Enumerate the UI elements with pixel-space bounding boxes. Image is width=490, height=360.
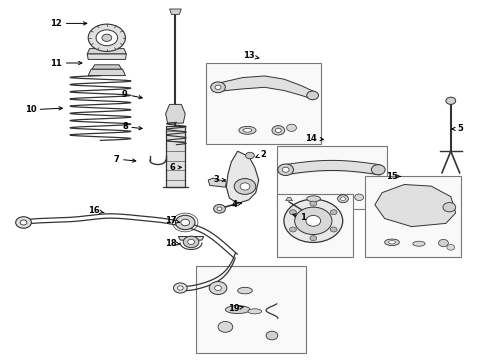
Text: 13: 13 — [243, 51, 259, 60]
Circle shape — [355, 194, 364, 201]
Text: 9: 9 — [122, 90, 142, 99]
Text: 16: 16 — [88, 206, 104, 215]
Text: 3: 3 — [214, 175, 225, 184]
Ellipse shape — [413, 241, 425, 246]
Circle shape — [338, 195, 348, 203]
Ellipse shape — [307, 196, 320, 202]
Circle shape — [443, 202, 456, 212]
Ellipse shape — [239, 126, 256, 134]
Circle shape — [240, 183, 250, 190]
Polygon shape — [226, 151, 259, 203]
Circle shape — [188, 239, 195, 244]
Bar — [365, 176, 461, 257]
Text: 19: 19 — [228, 305, 243, 313]
Text: 1: 1 — [293, 213, 306, 222]
Polygon shape — [218, 76, 314, 99]
Text: 5: 5 — [452, 124, 464, 133]
Circle shape — [330, 227, 337, 232]
Circle shape — [211, 82, 225, 93]
Circle shape — [310, 236, 317, 241]
Circle shape — [446, 97, 456, 104]
Circle shape — [214, 204, 225, 213]
Circle shape — [173, 283, 187, 293]
Text: 8: 8 — [122, 122, 142, 131]
Text: 17: 17 — [165, 216, 179, 225]
Text: 2: 2 — [256, 150, 267, 158]
Circle shape — [447, 244, 455, 250]
Circle shape — [287, 124, 296, 131]
Circle shape — [209, 282, 227, 294]
Circle shape — [330, 210, 337, 215]
Text: 11: 11 — [50, 58, 82, 68]
Circle shape — [20, 220, 27, 225]
Ellipse shape — [388, 241, 396, 244]
Text: 14: 14 — [305, 134, 323, 143]
Text: 6: 6 — [170, 163, 181, 172]
Ellipse shape — [238, 287, 252, 294]
Polygon shape — [166, 104, 185, 123]
Text: 15: 15 — [386, 172, 401, 181]
Bar — [166, 126, 185, 187]
Circle shape — [290, 210, 296, 215]
Circle shape — [272, 126, 285, 135]
Circle shape — [218, 321, 233, 332]
Circle shape — [294, 207, 332, 235]
Circle shape — [245, 152, 254, 159]
Ellipse shape — [385, 239, 399, 246]
Circle shape — [310, 201, 317, 206]
Text: 10: 10 — [24, 105, 62, 114]
Circle shape — [278, 164, 294, 175]
Circle shape — [371, 165, 385, 175]
Bar — [206, 63, 321, 144]
Polygon shape — [92, 65, 122, 69]
Polygon shape — [87, 54, 126, 59]
Circle shape — [215, 285, 221, 291]
Circle shape — [16, 217, 31, 228]
Circle shape — [234, 179, 256, 194]
Bar — [277, 194, 353, 257]
Circle shape — [215, 85, 221, 90]
Circle shape — [183, 236, 199, 248]
Text: 18: 18 — [165, 238, 179, 248]
Ellipse shape — [248, 309, 262, 314]
Circle shape — [306, 215, 320, 226]
Circle shape — [181, 219, 190, 226]
Text: 12: 12 — [50, 19, 87, 28]
Polygon shape — [375, 184, 456, 227]
Text: 4: 4 — [231, 200, 242, 209]
Circle shape — [217, 207, 222, 211]
Text: 7: 7 — [114, 154, 136, 163]
Ellipse shape — [225, 306, 250, 314]
Circle shape — [284, 199, 343, 243]
Ellipse shape — [243, 129, 252, 132]
Polygon shape — [208, 178, 226, 187]
Polygon shape — [170, 9, 181, 14]
Circle shape — [439, 239, 448, 247]
Circle shape — [307, 91, 318, 100]
Bar — [277, 146, 387, 209]
Circle shape — [282, 167, 289, 172]
Circle shape — [275, 128, 281, 132]
Circle shape — [341, 197, 345, 201]
Bar — [196, 266, 306, 353]
Circle shape — [102, 34, 112, 41]
Circle shape — [175, 215, 195, 230]
Polygon shape — [88, 69, 125, 76]
Circle shape — [266, 331, 278, 340]
Circle shape — [177, 286, 183, 290]
Polygon shape — [87, 49, 126, 54]
Polygon shape — [178, 237, 204, 240]
Circle shape — [88, 24, 125, 51]
Circle shape — [290, 227, 296, 232]
Polygon shape — [286, 198, 293, 201]
Circle shape — [96, 30, 118, 46]
